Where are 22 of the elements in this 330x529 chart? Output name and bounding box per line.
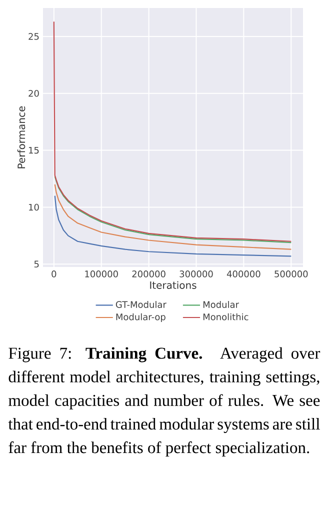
caption: Figure 7: Training Curve. Averaged over different model architectures, training settings, model capacities and number of rules. We see that end-to-end trained modular systems are still far from the benefits of perfect specialization. <box>8 347 320 457</box>
legend-label: Monolithic <box>203 313 248 320</box>
x-tick-label: 100000 <box>85 270 118 278</box>
legend-label: Modular <box>203 300 239 308</box>
legend-label: GT-Modular <box>116 300 166 308</box>
x-tick-label: 300000 <box>180 270 213 278</box>
legend-label: Modular-op <box>116 313 166 322</box>
line-series <box>53 21 292 242</box>
y-tick-label: 25 <box>28 33 39 40</box>
x-tick-label: 400000 <box>226 270 260 278</box>
line-series <box>54 176 292 244</box>
y-tick-label: 15 <box>29 146 39 154</box>
y-tick-label: 20 <box>28 90 39 97</box>
y-tick-label: 5 <box>34 260 39 268</box>
y-axis-title: Performance <box>17 106 26 168</box>
x-tick-label: 0 <box>52 270 56 278</box>
y-tick-label: 10 <box>29 204 39 211</box>
line-series <box>54 195 292 257</box>
x-tick-label: 200000 <box>132 270 166 278</box>
x-axis-title: Iterations <box>150 281 196 289</box>
x-tick-label: 500000 <box>274 270 308 278</box>
line-series <box>54 184 292 250</box>
